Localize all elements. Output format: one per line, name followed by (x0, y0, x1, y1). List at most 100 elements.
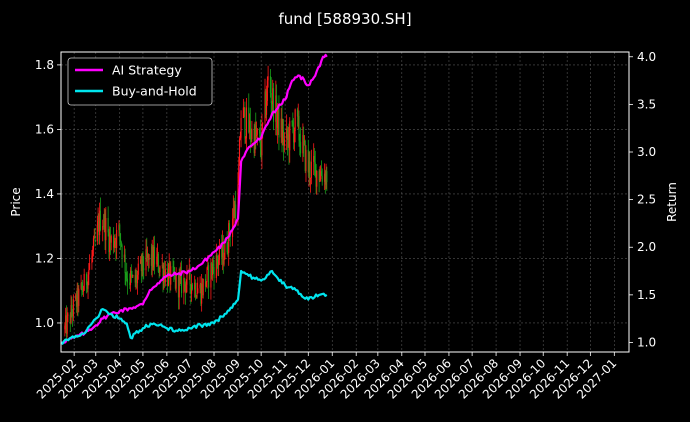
candle-body (216, 254, 218, 262)
candle-body (314, 162, 316, 165)
candle-body (272, 88, 274, 104)
y-left-tick-label: 1.8 (35, 58, 54, 72)
y-right-tick-label: 2.0 (637, 240, 656, 254)
candle-body (213, 267, 215, 279)
candle-body (200, 284, 202, 304)
candle-body (82, 288, 84, 292)
candle-body (65, 315, 67, 334)
candle-body (147, 254, 149, 260)
candle-body (221, 245, 223, 258)
candle-body (318, 170, 320, 181)
candle-body (71, 304, 73, 314)
candle-body (67, 314, 69, 316)
candle-body (157, 253, 159, 257)
candle-body (126, 278, 129, 283)
candle-body (202, 278, 204, 296)
candle-body (255, 125, 257, 137)
candle-body (109, 235, 112, 243)
candle-body (321, 175, 323, 182)
candle-body (112, 236, 115, 248)
series-lines (60, 53, 328, 345)
candle-body (162, 265, 164, 283)
candle-body (218, 259, 220, 266)
candle-body (189, 268, 191, 285)
candle-body (283, 130, 285, 146)
candle-body (177, 273, 180, 298)
candle-body (278, 106, 280, 138)
candle-body (206, 267, 208, 283)
candle-body (103, 213, 105, 227)
candle-body (72, 313, 74, 317)
y-right-tick-label: 1.5 (637, 288, 656, 302)
candle-body (83, 273, 85, 291)
candle-body (188, 268, 190, 271)
y-left-tick-label: 1.2 (35, 251, 54, 265)
candle-body (226, 242, 228, 253)
candle-body (276, 95, 278, 128)
candle-body (243, 107, 245, 109)
candle-body (291, 121, 293, 123)
candle-body (158, 271, 160, 273)
series-line-ai-strategy (60, 53, 328, 344)
candle-body (115, 241, 117, 248)
candle-body (259, 129, 261, 134)
legend-label-buy-and-hold: Buy-and-Hold (112, 84, 197, 99)
candle-body (86, 285, 88, 289)
candle-body (185, 284, 187, 293)
candle-body (280, 118, 282, 138)
candle-body (167, 268, 169, 286)
candle-body (145, 249, 147, 271)
candle-body (309, 160, 311, 179)
candle-body (92, 238, 95, 250)
candle-body (69, 314, 71, 323)
candle-body (282, 130, 284, 143)
candle-body (82, 290, 84, 292)
candle-body (126, 275, 128, 279)
candle-body (129, 282, 131, 286)
y-right-tick-label: 2.5 (637, 193, 656, 207)
candle-body (255, 134, 258, 137)
candle-body (264, 91, 266, 123)
candle-body (87, 274, 89, 289)
candle-body (288, 134, 290, 151)
candle-body (135, 275, 137, 283)
candle-body (161, 265, 163, 267)
candle-body (152, 246, 154, 268)
candle-body (298, 115, 300, 141)
candle-body (287, 134, 289, 140)
candle-body (272, 88, 275, 122)
candle-body (123, 254, 125, 258)
candle-body (72, 299, 74, 317)
candle-body (120, 241, 122, 246)
candle-body (125, 273, 127, 276)
candle-body (313, 155, 316, 163)
candle-body (194, 282, 196, 290)
candle-body (227, 252, 229, 254)
candle-body (98, 221, 100, 236)
candle-body (190, 284, 192, 294)
candle-body (266, 101, 268, 115)
candle-body (64, 325, 66, 330)
candle-body (320, 171, 322, 176)
candle-body (88, 269, 90, 275)
candle-body (250, 138, 252, 140)
y-left-tick-label: 1.4 (35, 187, 54, 201)
candle-body (107, 217, 109, 233)
candle-body (114, 241, 116, 244)
candle-body (99, 210, 101, 231)
candle-body (281, 118, 283, 143)
candle-body (313, 155, 315, 162)
candle-body (167, 268, 169, 286)
candle-body (80, 283, 82, 289)
candle-body (324, 173, 326, 185)
candle-body (300, 142, 302, 154)
candle-body (293, 131, 295, 143)
candle-body (256, 129, 258, 135)
candle-body (174, 275, 176, 277)
candle-body (201, 283, 203, 304)
candle-body (234, 204, 236, 217)
candle-body (310, 161, 312, 179)
candle-body (217, 261, 219, 266)
candle-body (116, 229, 118, 248)
